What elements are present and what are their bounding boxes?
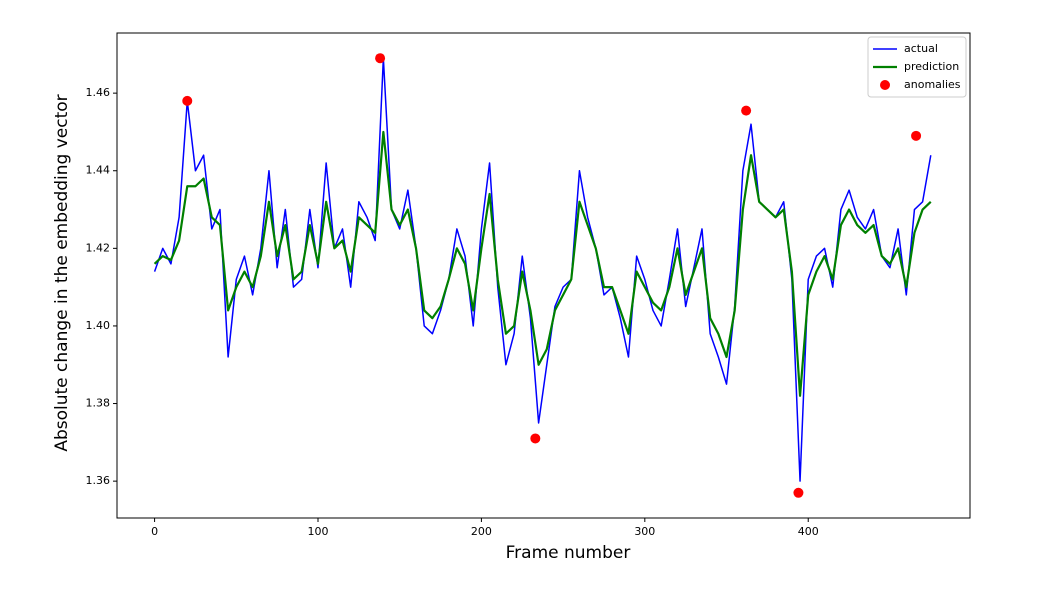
y-axis-label: Absolute change in the embedding vector bbox=[52, 94, 72, 451]
x-tick-label: 100 bbox=[307, 525, 328, 538]
x-tick-label: 300 bbox=[634, 525, 655, 538]
x-tick-label: 0 bbox=[151, 525, 158, 538]
y-tick-label: 1.38 bbox=[86, 397, 111, 410]
anomaly-point bbox=[793, 487, 804, 498]
y-tick-label: 1.46 bbox=[86, 86, 111, 99]
x-tick-label: 400 bbox=[798, 525, 819, 538]
legend-label: prediction bbox=[904, 60, 959, 73]
anomaly-point bbox=[911, 130, 922, 141]
legend-box bbox=[867, 36, 967, 98]
line-prediction bbox=[153, 130, 932, 397]
anomaly-point bbox=[530, 433, 541, 444]
plot-frame bbox=[116, 32, 971, 519]
line-actual bbox=[153, 57, 932, 482]
legend-label: anomalies bbox=[904, 78, 961, 91]
anomaly-point bbox=[182, 95, 193, 106]
legend-marker bbox=[880, 80, 890, 90]
anomaly-point bbox=[741, 105, 752, 116]
anomaly-point bbox=[375, 53, 386, 64]
x-axis-label: Frame number bbox=[506, 543, 631, 563]
y-tick-label: 1.44 bbox=[86, 164, 111, 177]
y-tick-label: 1.40 bbox=[86, 319, 111, 332]
legend-label: actual bbox=[904, 42, 938, 55]
x-tick-label: 200 bbox=[471, 525, 492, 538]
y-tick-label: 1.36 bbox=[86, 474, 111, 487]
y-tick-label: 1.42 bbox=[86, 241, 111, 254]
